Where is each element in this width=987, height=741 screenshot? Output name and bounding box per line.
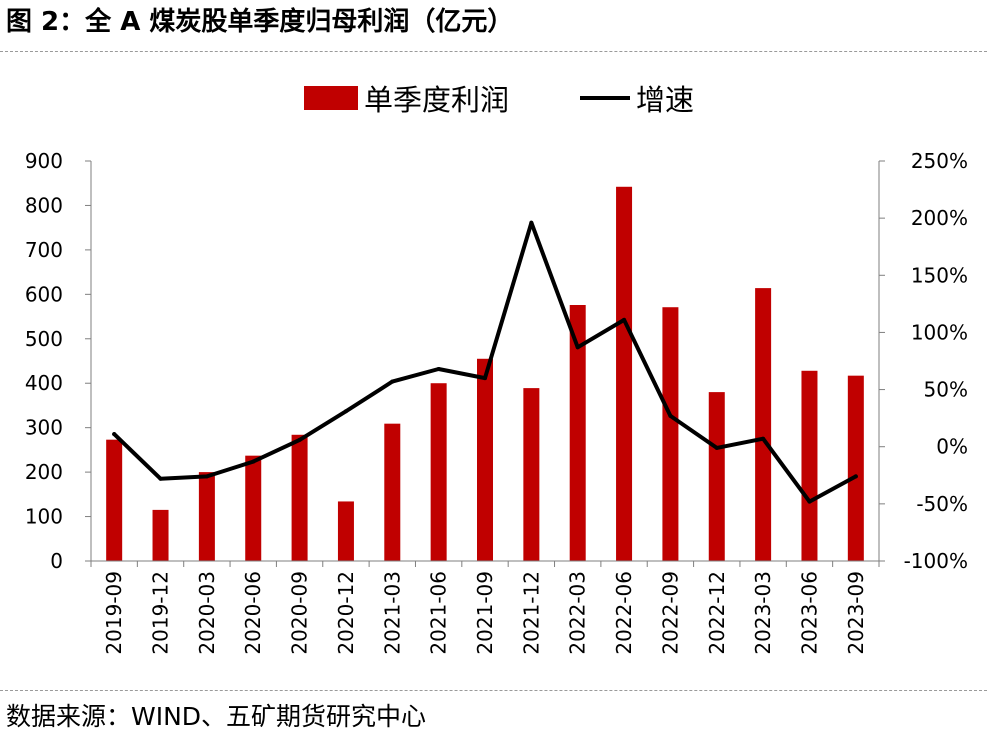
line-point [529, 220, 534, 225]
right-axis-tick-label: -50% [916, 492, 968, 516]
x-axis-tick-label: 2020-03 [195, 571, 219, 655]
line-point [622, 317, 627, 322]
line-point [853, 474, 858, 479]
bar-series [106, 186, 864, 561]
bar [523, 388, 540, 561]
line-point [436, 367, 441, 371]
left-axis-tick-label: 500 [25, 327, 63, 351]
source-note: 数据来源：WIND、五矿期货研究中心 [6, 697, 426, 737]
line-point [714, 445, 719, 450]
x-axis-tick-label: 2021-12 [519, 571, 543, 655]
bottom-divider [0, 690, 987, 691]
bar [662, 307, 679, 561]
legend-bar-swatch [304, 86, 358, 110]
right-axis-tick-label: 250% [911, 149, 968, 173]
line-point [158, 476, 163, 481]
bar [430, 383, 447, 561]
x-axis-tick-label: 2021-06 [427, 571, 451, 655]
bar [245, 455, 262, 561]
left-axis-tick-label: 600 [25, 282, 63, 306]
right-y-axis: -100% -50% 0% 50% 100% 150% 200% 250% [878, 149, 968, 573]
bar [755, 288, 772, 561]
x-axis-tick-label: 2020-12 [334, 571, 358, 655]
bar [198, 472, 215, 561]
left-axis-tick-label: 100 [25, 505, 63, 529]
line-point [807, 499, 812, 504]
figure-label: 图 2： [6, 7, 86, 37]
right-axis-tick-label: 0% [936, 435, 968, 459]
line-point [390, 379, 395, 384]
left-axis-tick-label: 800 [25, 193, 63, 217]
line-point [761, 436, 766, 441]
bar [337, 501, 354, 561]
right-axis-tick-label: 50% [924, 378, 968, 402]
legend: 单季度利润 增速 [304, 83, 694, 117]
top-divider [0, 51, 987, 52]
right-axis-tick-label: -100% [904, 549, 968, 573]
left-axis-tick-label: 200 [25, 460, 63, 484]
x-axis-tick-label: 2019-09 [102, 571, 126, 655]
left-y-axis: 0 100 200 300 400 500 600 700 800 900 [25, 149, 92, 573]
left-axis-tick-label: 0 [50, 549, 63, 573]
figure-title: 图 2：全 A 煤炭股单季度归母利润（亿元） [6, 2, 513, 42]
left-axis-tick-label: 300 [25, 416, 63, 440]
bar [291, 434, 308, 561]
x-axis-tick-label: 2023-06 [797, 571, 821, 655]
line-point [343, 409, 348, 414]
line-point [297, 437, 302, 442]
figure-title-text: 全 A 煤炭股单季度归母利润（亿元） [85, 7, 514, 37]
bar [616, 186, 633, 561]
right-axis-tick-label: 200% [911, 206, 968, 230]
bar [384, 423, 401, 561]
bar [847, 375, 864, 561]
x-axis-tick-label: 2021-09 [473, 571, 497, 655]
bar [801, 370, 818, 561]
x-axis-tick-label: 2021-03 [380, 571, 404, 655]
right-axis-tick-label: 100% [911, 320, 968, 344]
x-axis-tick-label: 2020-06 [241, 571, 265, 655]
bar [708, 392, 725, 561]
x-axis-tick-label: 2023-09 [844, 571, 868, 655]
line-point [483, 376, 487, 381]
x-axis-tick-label: 2022-09 [658, 571, 682, 655]
line-point [112, 432, 117, 437]
bar [152, 509, 169, 561]
left-axis-tick-label: 700 [25, 238, 63, 262]
x-axis-tick-label: 2020-09 [288, 571, 312, 655]
source-label: 数据来源： [6, 702, 132, 731]
line-point [204, 474, 209, 479]
left-axis-tick-label: 900 [25, 149, 63, 173]
x-axis-tick-label: 2022-03 [566, 571, 590, 655]
x-axis-tick-label: 2023-03 [751, 571, 775, 655]
line-series [112, 220, 858, 504]
bar [477, 358, 493, 561]
source-text: WIND、五矿期货研究中心 [131, 702, 427, 731]
x-axis: 2019-09 2019-12 2020-03 2020-06 2020-09 2020-… [90, 560, 880, 655]
line-point [668, 413, 673, 418]
bar [106, 439, 123, 561]
line-point [575, 345, 580, 350]
left-axis-tick-label: 400 [25, 371, 63, 395]
legend-bar-label: 单季度利润 [364, 83, 509, 117]
combo-chart: 单季度利润 增速 0 100 200 300 400 500 600 700 800 900 -10… [25, 83, 968, 655]
right-axis-tick-label: 150% [911, 263, 968, 287]
x-axis-tick-label: 2022-12 [705, 571, 729, 655]
x-axis-tick-label: 2022-06 [612, 571, 636, 655]
bar [569, 305, 586, 561]
legend-line-label: 增速 [636, 83, 694, 117]
line-point [251, 459, 256, 464]
x-axis-tick-label: 2019-12 [149, 571, 173, 655]
